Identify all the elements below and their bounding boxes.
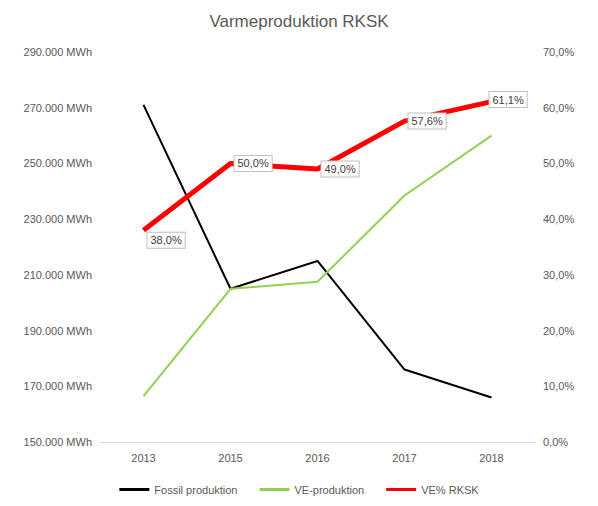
svg-text:50,0%: 50,0% [543, 157, 574, 169]
svg-text:2015: 2015 [218, 452, 242, 464]
svg-text:60,0%: 60,0% [543, 102, 574, 114]
svg-text:10,0%: 10,0% [543, 380, 574, 392]
svg-text:Varmeproduktion RKSK: Varmeproduktion RKSK [209, 12, 389, 31]
svg-text:210.000 MWh: 210.000 MWh [24, 269, 92, 281]
svg-text:VE-produktion: VE-produktion [294, 484, 364, 496]
svg-text:0,0%: 0,0% [543, 436, 568, 448]
svg-text:2017: 2017 [392, 452, 416, 464]
svg-text:49,0%: 49,0% [325, 163, 356, 175]
svg-text:270.000 MWh: 270.000 MWh [24, 102, 92, 114]
svg-text:2018: 2018 [479, 452, 503, 464]
svg-text:230.000 MWh: 230.000 MWh [24, 213, 92, 225]
svg-text:250.000 MWh: 250.000 MWh [24, 157, 92, 169]
svg-text:290.000 MWh: 290.000 MWh [24, 46, 92, 58]
svg-text:190.000 MWh: 190.000 MWh [24, 325, 92, 337]
svg-text:VE% RKSK: VE% RKSK [421, 484, 479, 496]
svg-text:40,0%: 40,0% [543, 213, 574, 225]
svg-text:38,0%: 38,0% [151, 234, 182, 246]
svg-text:70,0%: 70,0% [543, 46, 574, 58]
svg-text:2016: 2016 [305, 452, 329, 464]
svg-text:20,0%: 20,0% [543, 325, 574, 337]
svg-text:150.000 MWh: 150.000 MWh [24, 436, 92, 448]
svg-text:30,0%: 30,0% [543, 269, 574, 281]
svg-text:61,1%: 61,1% [493, 94, 524, 106]
svg-text:170.000 MWh: 170.000 MWh [24, 380, 92, 392]
svg-text:2013: 2013 [131, 452, 155, 464]
svg-text:57,6%: 57,6% [412, 115, 443, 127]
svg-text:Fossil produktion: Fossil produktion [154, 484, 237, 496]
svg-text:50,0%: 50,0% [238, 157, 269, 169]
